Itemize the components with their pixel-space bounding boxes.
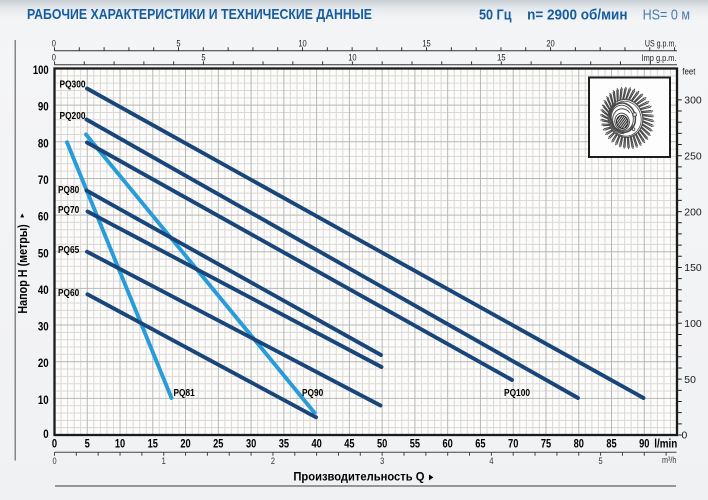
svg-text:50: 50 bbox=[684, 375, 696, 386]
svg-text:0: 0 bbox=[52, 456, 56, 466]
svg-text:PQ81: PQ81 bbox=[174, 388, 196, 399]
svg-text:Imp g.p.m.: Imp g.p.m. bbox=[642, 53, 677, 64]
svg-text:15: 15 bbox=[148, 437, 158, 451]
svg-text:5: 5 bbox=[176, 39, 180, 50]
svg-text:Производительность Q: Производительность Q bbox=[293, 471, 424, 484]
svg-text:50: 50 bbox=[38, 246, 49, 260]
svg-text:PQ200: PQ200 bbox=[60, 111, 86, 122]
svg-text:80: 80 bbox=[38, 136, 49, 150]
svg-text:0: 0 bbox=[52, 39, 56, 50]
svg-text:1: 1 bbox=[162, 456, 166, 466]
svg-text:0: 0 bbox=[52, 437, 57, 451]
svg-text:30: 30 bbox=[38, 320, 49, 334]
svg-text:PQ70: PQ70 bbox=[58, 205, 79, 216]
svg-text:90: 90 bbox=[38, 100, 49, 114]
svg-text:m³/h: m³/h bbox=[662, 455, 676, 465]
svg-text:3: 3 bbox=[380, 456, 384, 466]
svg-text:US g.p.m.: US g.p.m. bbox=[645, 39, 676, 50]
svg-text:20: 20 bbox=[38, 356, 49, 370]
svg-text:75: 75 bbox=[541, 437, 551, 451]
svg-text:20: 20 bbox=[180, 437, 190, 451]
svg-text:40: 40 bbox=[311, 437, 321, 451]
svg-text:50: 50 bbox=[377, 437, 387, 451]
svg-text:90: 90 bbox=[639, 437, 649, 451]
svg-text:0: 0 bbox=[682, 431, 688, 442]
svg-text:PQ100: PQ100 bbox=[504, 388, 530, 399]
svg-text:5: 5 bbox=[201, 52, 205, 63]
svg-text:30: 30 bbox=[246, 437, 256, 451]
svg-text:35: 35 bbox=[279, 437, 289, 451]
svg-text:100: 100 bbox=[684, 319, 702, 330]
svg-text:5: 5 bbox=[599, 456, 603, 466]
svg-text:200: 200 bbox=[684, 207, 702, 218]
svg-text:45: 45 bbox=[344, 437, 354, 451]
svg-text:0: 0 bbox=[43, 427, 48, 441]
svg-text:85: 85 bbox=[606, 437, 616, 451]
svg-text:HS= 0 м: HS= 0 м bbox=[643, 7, 690, 23]
svg-text:15: 15 bbox=[497, 52, 505, 63]
svg-text:10: 10 bbox=[298, 39, 306, 50]
svg-text:100: 100 bbox=[33, 63, 49, 77]
svg-text:PQ60: PQ60 bbox=[58, 288, 79, 299]
svg-text:40: 40 bbox=[38, 283, 49, 297]
svg-text:2: 2 bbox=[271, 456, 275, 466]
svg-text:4: 4 bbox=[489, 456, 493, 466]
svg-text:25: 25 bbox=[213, 437, 223, 451]
svg-text:70: 70 bbox=[508, 437, 518, 451]
svg-text:0: 0 bbox=[52, 52, 56, 63]
svg-text:10: 10 bbox=[348, 52, 356, 63]
svg-text:60: 60 bbox=[443, 437, 453, 451]
svg-text:15: 15 bbox=[422, 39, 430, 50]
svg-text:Напор H (метры): Напор H (метры) bbox=[15, 224, 30, 313]
svg-text:300: 300 bbox=[684, 96, 702, 107]
svg-text:55: 55 bbox=[410, 437, 420, 451]
svg-text:n= 2900 об/мин: n= 2900 об/мин bbox=[527, 7, 627, 23]
svg-text:PQ300: PQ300 bbox=[60, 79, 86, 90]
svg-text:l/min: l/min bbox=[654, 437, 677, 451]
svg-text:PQ90: PQ90 bbox=[302, 388, 323, 399]
svg-text:20: 20 bbox=[546, 39, 554, 50]
svg-text:50 Гц: 50 Гц bbox=[479, 7, 512, 23]
svg-text:80: 80 bbox=[574, 437, 584, 451]
svg-text:250: 250 bbox=[684, 151, 702, 162]
svg-text:PQ65: PQ65 bbox=[58, 245, 80, 256]
svg-text:10: 10 bbox=[115, 437, 125, 451]
svg-text:10: 10 bbox=[38, 393, 49, 407]
svg-text:150: 150 bbox=[684, 263, 702, 274]
svg-text:70: 70 bbox=[38, 173, 49, 187]
svg-text:feet: feet bbox=[682, 67, 696, 77]
svg-text:PQ80: PQ80 bbox=[58, 185, 79, 196]
svg-text:65: 65 bbox=[475, 437, 485, 451]
svg-text:РАБОЧИЕ ХАРАКТЕРИСТИКИ И ТЕХНИ: РАБОЧИЕ ХАРАКТЕРИСТИКИ И ТЕХНИЧЕСКИЕ ДАН… bbox=[27, 7, 372, 23]
svg-text:5: 5 bbox=[85, 437, 90, 451]
svg-text:60: 60 bbox=[38, 210, 49, 224]
